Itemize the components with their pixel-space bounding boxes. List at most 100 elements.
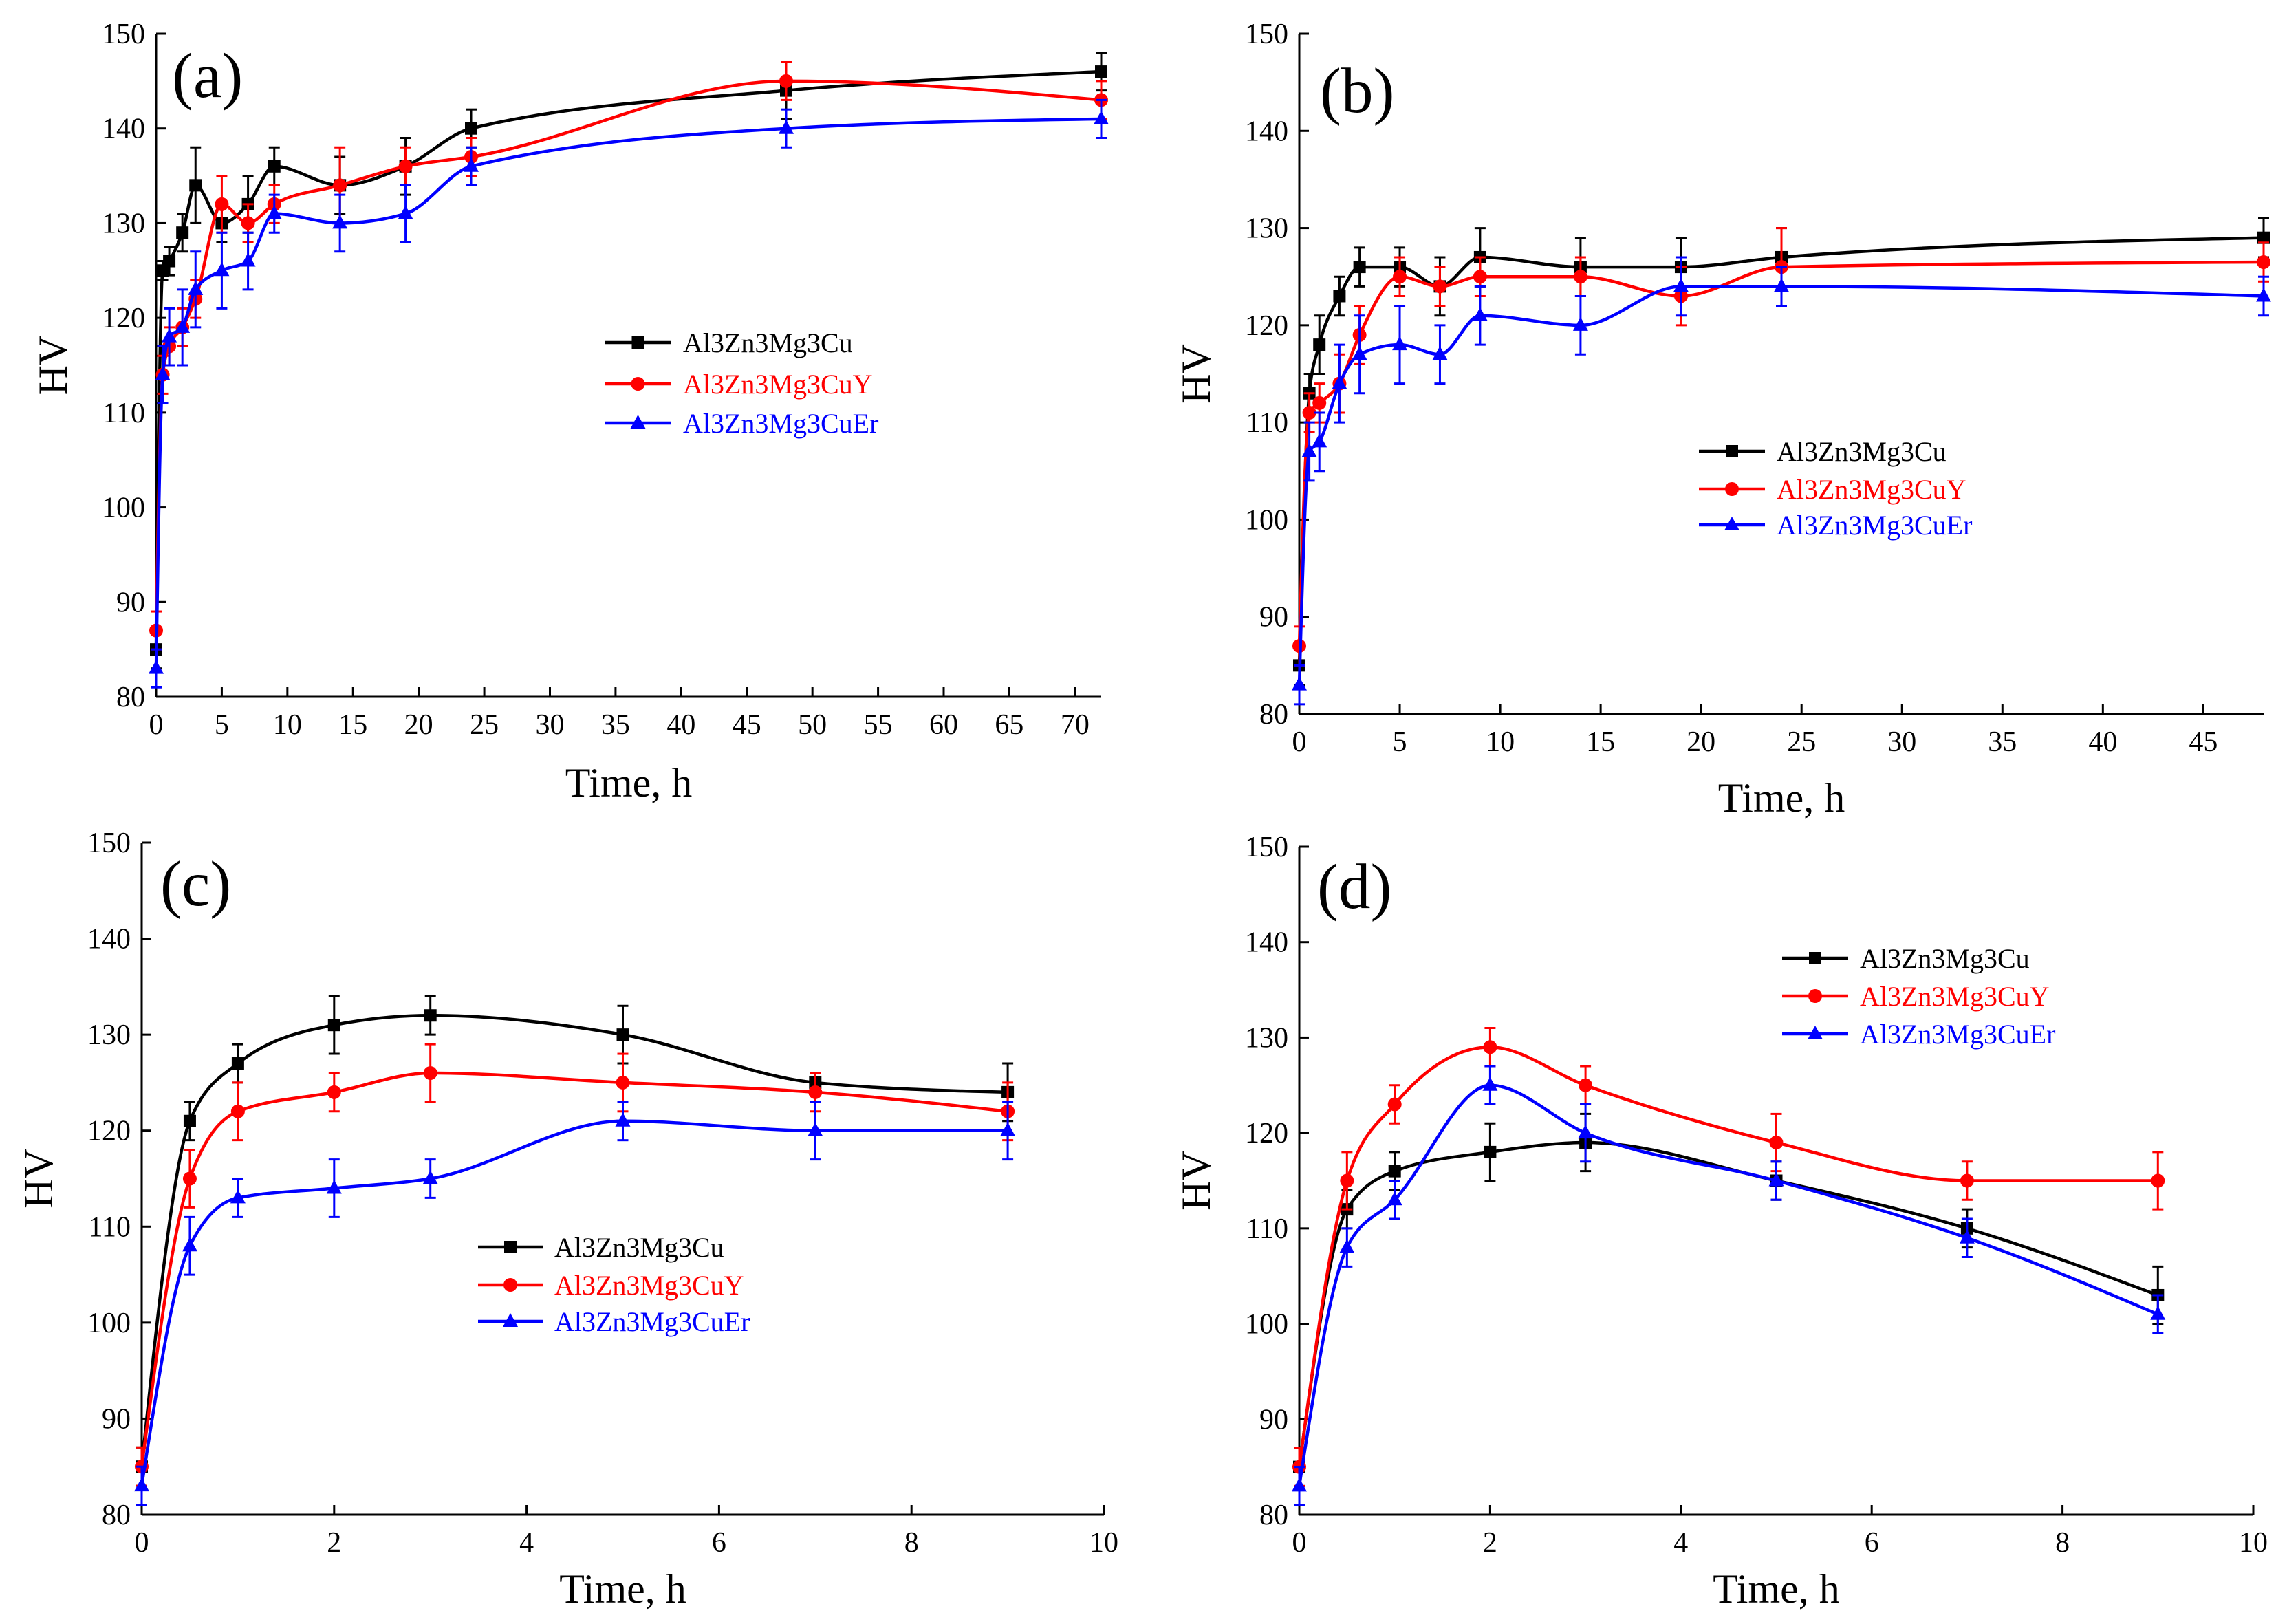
- al3zn3mg3cu-curve: [140, 1013, 1008, 1467]
- al3zn3mg3cu-point: [465, 122, 477, 135]
- al3zn3mg3cuy-point: [1340, 1173, 1354, 1188]
- x-tick-label: 55: [864, 709, 893, 741]
- x-tick-label: 10: [273, 709, 302, 741]
- al3zn3mg3cuy-point: [1433, 279, 1447, 294]
- x-tick-label: 70: [1061, 709, 1090, 741]
- al3zn3mg3cuer-point: [1094, 110, 1109, 124]
- y-tick-label: 150: [87, 827, 131, 859]
- x-tick-label: 15: [1586, 726, 1615, 758]
- al3zn3mg3cuer-point: [615, 1112, 631, 1127]
- x-tick-label: 30: [536, 709, 565, 741]
- legend-item: Al3Zn3Mg3CuY: [605, 369, 873, 400]
- al3zn3mg3cuer-point: [2256, 288, 2271, 302]
- x-tick-label: 45: [2189, 726, 2218, 758]
- x-tick-label: 25: [1787, 726, 1816, 758]
- legend-label: Al3Zn3Mg3Cu: [554, 1232, 724, 1263]
- y-tick-label: 110: [89, 1211, 131, 1243]
- y-tick-label: 130: [87, 1019, 131, 1051]
- al3zn3mg3cu-point: [1388, 1165, 1401, 1178]
- x-tick-label: 4: [1673, 1527, 1688, 1559]
- panel-label: (c): [160, 849, 231, 920]
- panel-label: (d): [1317, 852, 1391, 922]
- al3zn3mg3cuer-point: [422, 1170, 438, 1184]
- al3zn3mg3cuer-point: [175, 318, 191, 333]
- legend-item: Al3Zn3Mg3CuEr: [478, 1306, 750, 1337]
- y-tick-label: 110: [1246, 1213, 1288, 1245]
- y-tick-label: 110: [103, 398, 145, 429]
- y-tick-label: 80: [102, 1500, 131, 1531]
- panel-b: 80 90 100 110 120 130 140 150 0 5 10 15 20 25 30 35 40 45…: [1173, 19, 2271, 821]
- legend-item: Al3Zn3Mg3CuY: [478, 1270, 744, 1301]
- al3zn3mg3cuy-point: [1483, 1040, 1497, 1054]
- al3zn3mg3cuy-point: [616, 1075, 630, 1090]
- al3zn3mg3cuer-point: [1352, 346, 1367, 360]
- legend-swatch-marker: [631, 336, 644, 349]
- legend-swatch-marker: [1726, 445, 1738, 457]
- al3zn3mg3cuer-point: [1292, 1477, 1307, 1492]
- x-axis-title: Time, h: [1713, 1566, 1840, 1612]
- x-tick-label: 40: [2088, 726, 2117, 758]
- al3zn3mg3cuy-point: [423, 1065, 437, 1080]
- y-tick-label: 150: [102, 19, 145, 50]
- al3zn3mg3cuer-point: [326, 1180, 342, 1194]
- al3zn3mg3cuy-point: [779, 74, 793, 88]
- legend-swatch-marker: [503, 1278, 517, 1292]
- al3zn3mg3cuer-point: [134, 1477, 149, 1492]
- y-tick-label: 90: [1259, 1404, 1288, 1436]
- al3zn3mg3cu-point: [1313, 338, 1326, 351]
- y-tick-label: 150: [1245, 19, 1288, 50]
- al3zn3mg3cuer-point: [1332, 375, 1347, 389]
- y-tick-label: 80: [1259, 699, 1288, 730]
- legend-label: Al3Zn3Mg3CuEr: [683, 408, 878, 439]
- al3zn3mg3cuy-point: [182, 1171, 197, 1186]
- al3zn3mg3cu-point: [189, 179, 202, 192]
- al3zn3mg3cuer-point: [1482, 1076, 1498, 1091]
- y-axis-title: HV: [1173, 344, 1219, 404]
- al3zn3mg3cuer-point: [808, 1122, 823, 1136]
- legend-swatch-marker: [1808, 1026, 1823, 1039]
- x-axis-title: Time, h: [565, 760, 693, 805]
- legend-item: Al3Zn3Mg3CuY: [1699, 474, 1966, 505]
- al3zn3mg3cuer-point: [1472, 307, 1488, 321]
- y-axis-title: HV: [16, 1149, 61, 1209]
- legend-item: Al3Zn3Mg3Cu: [1782, 943, 2030, 974]
- legend-label: Al3Zn3Mg3Cu: [1860, 943, 2030, 974]
- y-tick-label: 120: [1245, 310, 1288, 342]
- al3zn3mg3cuer-point: [1774, 278, 1789, 292]
- x-tick-label: 35: [1988, 726, 2017, 758]
- al3zn3mg3cu-point: [1095, 65, 1107, 78]
- y-tick-label: 140: [1245, 116, 1288, 147]
- al3zn3mg3cuer-point: [464, 158, 479, 172]
- legend-label: Al3Zn3Mg3CuY: [1777, 474, 1966, 505]
- legend-swatch-marker: [1725, 482, 1739, 496]
- al3zn3mg3cuy-point: [1393, 270, 1407, 284]
- legend-item: Al3Zn3Mg3Cu: [1699, 436, 1947, 467]
- y-tick-label: 130: [1245, 213, 1288, 245]
- al3zn3mg3cuy-point: [1769, 1136, 1784, 1150]
- al3zn3mg3cuy-point: [1960, 1173, 1974, 1188]
- legend-label: Al3Zn3Mg3CuY: [554, 1270, 744, 1301]
- series-al3zn3mg3cu: [150, 52, 1107, 670]
- x-tick-label: 8: [904, 1527, 919, 1559]
- x-tick-label: 65: [995, 709, 1023, 741]
- x-tick-label: 45: [733, 709, 761, 741]
- x-tick-label: 8: [2055, 1527, 2070, 1559]
- series-al3zn3mg3cuer: [1292, 1065, 2166, 1506]
- legend-item: Al3Zn3Mg3CuEr: [1782, 1019, 2055, 1050]
- al3zn3mg3cuer-point: [214, 262, 230, 277]
- al3zn3mg3cuer-point: [155, 366, 171, 380]
- legend-item: Al3Zn3Mg3Cu: [478, 1232, 724, 1263]
- legend-swatch-marker: [1809, 952, 1821, 964]
- al3zn3mg3cuer-point: [1673, 278, 1689, 292]
- y-tick-label: 120: [87, 1116, 131, 1147]
- x-tick-label: 10: [2239, 1527, 2268, 1559]
- series-al3zn3mg3cuy: [1292, 1027, 2165, 1487]
- al3zn3mg3cuy-point: [398, 159, 413, 173]
- al3zn3mg3cuer-point: [1000, 1122, 1016, 1136]
- x-tick-label: 30: [1887, 726, 1916, 758]
- x-tick-label: 6: [712, 1527, 726, 1559]
- series-al3zn3mg3cuer: [149, 98, 1109, 689]
- legend: Al3Zn3Mg3Cu Al3Zn3Mg3CuY Al3Zn3Mg3CuEr: [1699, 436, 1972, 541]
